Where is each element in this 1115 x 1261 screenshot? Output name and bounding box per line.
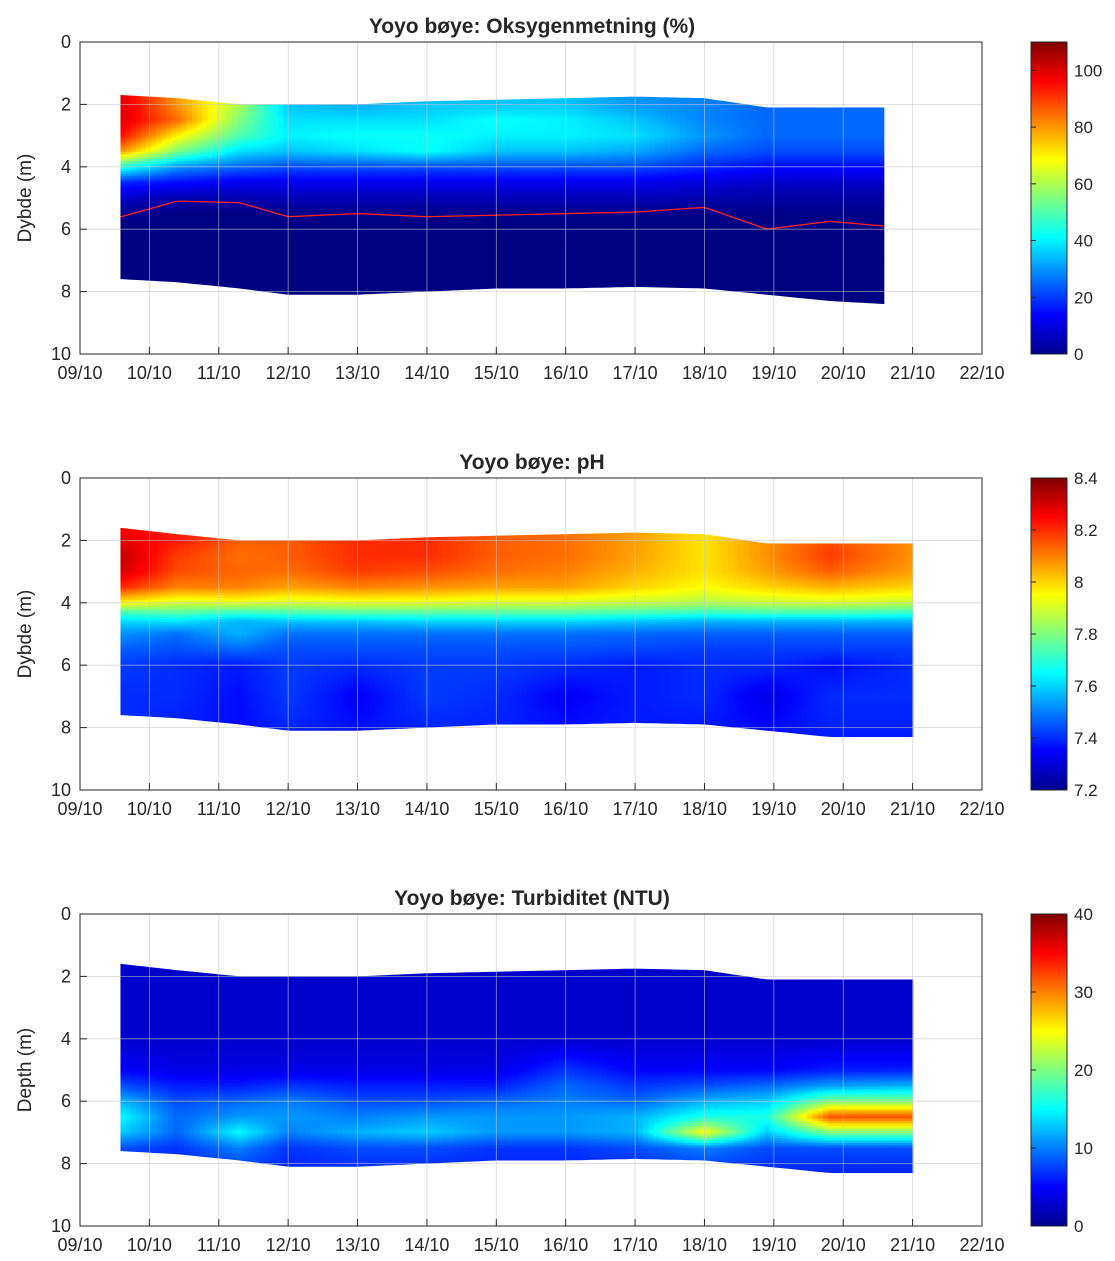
panel-oxygen: Yoyo bøye: Oksygenmetning (%) 09/10 10/1… <box>15 15 1102 383</box>
chart-title: Yoyo bøye: Oksygenmetning (%) <box>369 15 695 38</box>
plot-area <box>120 87 885 309</box>
